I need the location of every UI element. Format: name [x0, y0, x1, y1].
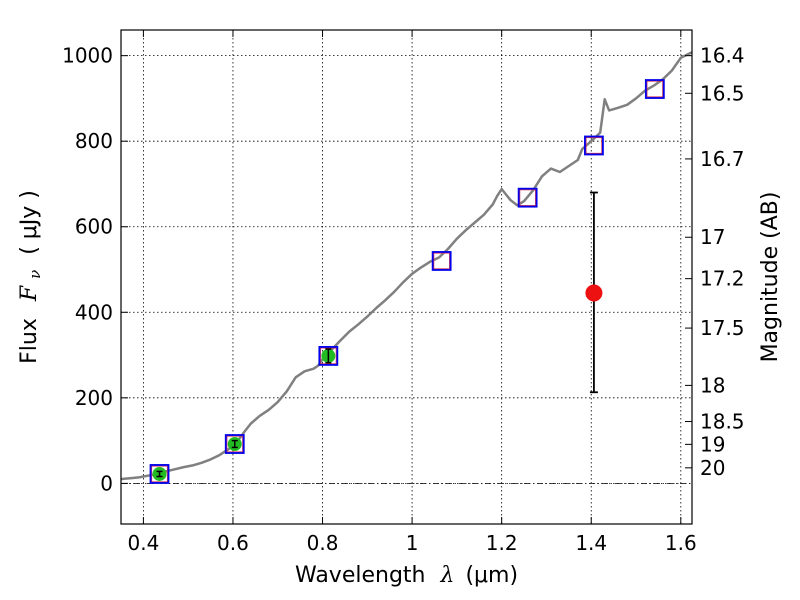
model-point-box: [149, 464, 170, 484]
model-spectrum: [120, 51, 693, 481]
y-axis-label: Flux F ν ( μJy ): [17, 190, 46, 364]
model-point-inner: [519, 189, 537, 207]
model-point-box: [517, 187, 538, 208]
y2-tick-label: 20: [700, 456, 725, 480]
x-tick-label: 0.4: [127, 531, 159, 555]
y-tick-label: 400: [75, 300, 113, 324]
detection-point: [585, 284, 603, 302]
y2-tick-label: 17.5: [700, 316, 745, 340]
y-axis-label-symbol: F: [17, 285, 42, 302]
y2-tick-label: 17: [700, 225, 725, 249]
y2-tick-label: 16.4: [700, 44, 745, 68]
model-point-inner: [433, 252, 451, 270]
model-point-inner: [150, 465, 169, 483]
x-tick-label: 1: [406, 531, 419, 555]
plot-frame: [120, 29, 693, 525]
y-tick-label: 600: [75, 215, 113, 239]
y2-tick-label: 16.7: [700, 147, 745, 171]
spectrum-line: [120, 51, 693, 481]
x-tick-label: 0.6: [217, 531, 249, 555]
axis-ticks: 0.4 0.6 0.8 1 1.2 1.4 1.6 0 200 400 600 800 1000 16.4…: [62, 30, 745, 555]
y2-tick-label: 19: [700, 432, 725, 456]
model-point-box: [431, 251, 452, 271]
y-tick-label: 0: [100, 471, 113, 495]
y2-tick-label: 18: [700, 373, 725, 397]
grid: [121, 30, 692, 524]
model-point-inner: [226, 435, 244, 453]
y-tick-label: 200: [75, 386, 113, 410]
y2-tick-label: 16.5: [700, 81, 745, 105]
model-point-inner: [585, 136, 603, 155]
y2-tick-label: 17.2: [700, 267, 745, 291]
photometry-marks: [149, 79, 665, 484]
y-tick-label: 800: [75, 129, 113, 153]
x-axis-label-unit: (μm): [465, 563, 518, 588]
y-tick-label: 1000: [62, 44, 113, 68]
y-axis-label-unit: ( μJy ): [17, 190, 42, 255]
model-point-inner: [319, 347, 337, 365]
model-point-inner: [646, 80, 664, 98]
model-point-box: [224, 434, 245, 454]
y-axis-label-subscript: ν: [26, 270, 44, 279]
y2-tick-label: 18.5: [700, 410, 745, 434]
model-point-box: [318, 346, 339, 366]
x-axis-label-symbol: λ: [439, 563, 454, 588]
model-point-box: [644, 79, 665, 99]
x-axis-label-prefix: Wavelength: [295, 563, 426, 588]
x-tick-label: 1.6: [665, 531, 697, 555]
x-tick-label: 0.8: [307, 531, 339, 555]
x-axis-label: Wavelength λ (μm): [295, 563, 518, 588]
x-tick-label: 1.2: [486, 531, 518, 555]
y2-axis-label: Magnitude (AB): [758, 192, 783, 363]
model-point-box: [584, 135, 604, 156]
y-axis-label-prefix: Flux: [17, 318, 42, 364]
x-tick-label: 1.4: [575, 531, 607, 555]
